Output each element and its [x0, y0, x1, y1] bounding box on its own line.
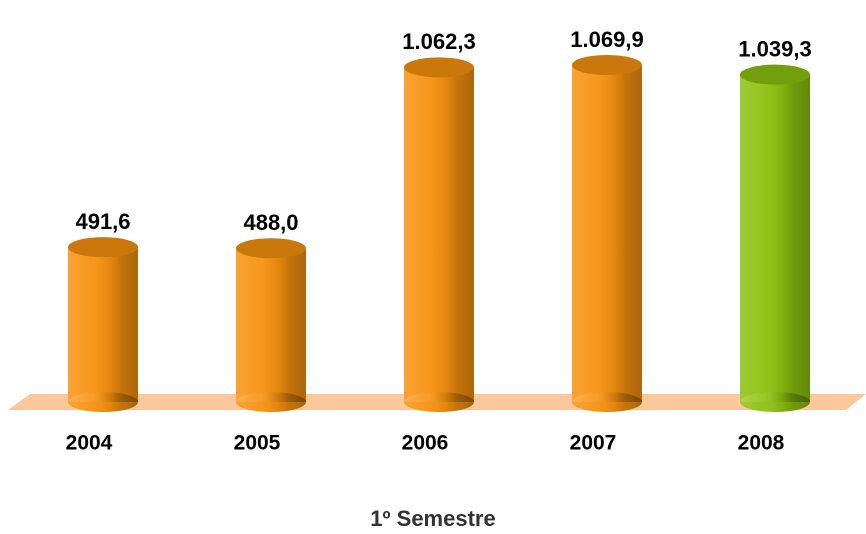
bar-top-shade: [236, 238, 306, 259]
value-label: 488,0: [243, 210, 298, 235]
bar-top: [236, 238, 306, 259]
bars: 491,6 2004 488,0 2005 1.062,3 2006 1.069,9 2007…: [66, 27, 812, 455]
x-tick-label: 2004: [66, 432, 113, 455]
bar-top-shade: [68, 237, 138, 258]
x-tick-label: 2007: [570, 432, 617, 455]
x-tick-label: 2005: [234, 432, 281, 455]
bar-top: [68, 237, 138, 258]
bar-body-shade: [236, 248, 306, 402]
value-label: 1.069,9: [570, 27, 643, 52]
bar-top: [740, 64, 810, 85]
bar: [236, 238, 306, 412]
x-tick-label: 2006: [402, 432, 449, 455]
bar-top: [404, 57, 474, 78]
value-label: 1.062,3: [402, 29, 475, 54]
bar: [572, 55, 642, 412]
bar-top-shade: [740, 64, 810, 85]
bar: [404, 57, 474, 412]
bar: [68, 237, 138, 412]
value-label: 491,6: [75, 209, 130, 234]
bar-body-shade: [404, 67, 474, 403]
x-tick-label: 2008: [738, 432, 785, 455]
bar-top: [572, 55, 642, 75]
bar: [740, 64, 810, 412]
bar-body-shade: [740, 74, 810, 402]
value-label: 1.039,3: [738, 36, 811, 61]
x-axis-title: 1º Semestre: [370, 506, 495, 531]
bar-body-shade: [572, 65, 642, 402]
bar-top-shade: [572, 55, 642, 75]
bar-top-shade: [404, 57, 474, 78]
bar-body-shade: [68, 247, 138, 402]
